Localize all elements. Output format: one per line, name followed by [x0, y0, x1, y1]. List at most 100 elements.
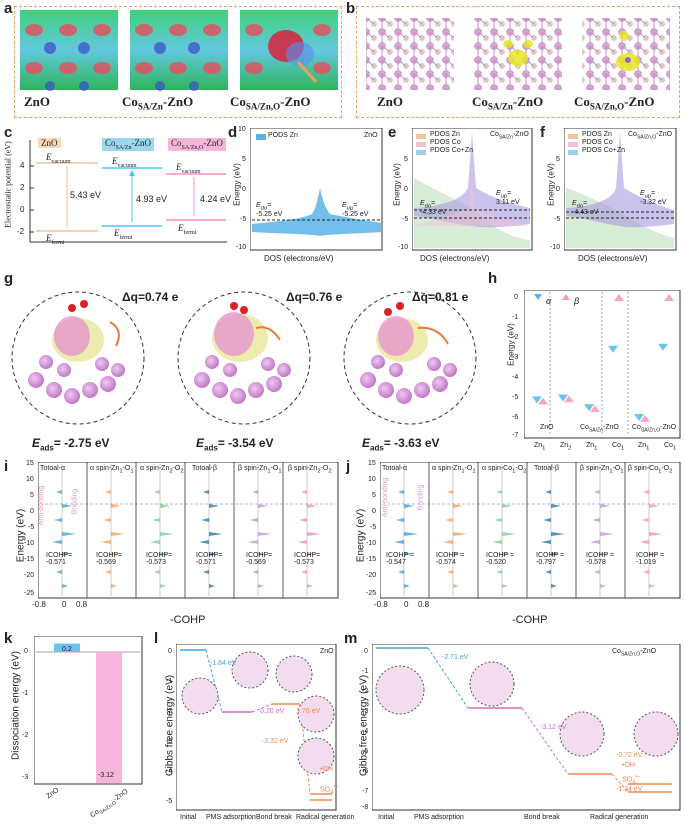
- cohp-peak-2-5: [101, 540, 111, 544]
- panel-k-ytick-2: -1: [22, 690, 29, 697]
- cohp-peak-1-1: [398, 490, 404, 494]
- panel-m-structure-3: [559, 711, 605, 757]
- panel-k-ytick-1: 0: [24, 648, 28, 655]
- panel-f-xlabel: DOS (electrons/eV): [578, 254, 648, 263]
- cohp-peak-6-3: [299, 518, 307, 522]
- cohp-peak-4-6: [209, 552, 217, 556]
- panel-j-ytick-3: 5: [372, 492, 376, 499]
- panel-l-structure-1: [181, 677, 219, 715]
- cohp-peak-6-5: [639, 540, 649, 544]
- panel-j-xtick-1: -0.8: [374, 600, 388, 609]
- panel-c-ytick-3: 0: [20, 205, 25, 214]
- cohp-peak-1-2: [62, 504, 72, 508]
- panel-h-ytick-5: -4: [512, 374, 519, 381]
- panel-i-col-2: α spin-Zn1-O1: [90, 465, 134, 475]
- panel-e-ep: Eup= 3.11 eV: [496, 190, 520, 207]
- panel-l-ytick-4: -3: [166, 738, 173, 745]
- panel-l-ann-3: 1.76 eV: [296, 708, 321, 715]
- energy-level-co-sa-zno: [166, 173, 226, 221]
- panel-d-ytick-2: 5: [242, 156, 246, 163]
- panel-e-title: CoSA/Zn-ZnO: [490, 131, 529, 141]
- panel-i-xtick-1: -0.8: [32, 600, 46, 609]
- panel-i-ytick-6: -10: [24, 540, 35, 547]
- cohp-peak-1-4: [404, 532, 418, 536]
- transition-1: [205, 649, 223, 713]
- panel-c-ylabel: Electrostatic potential (eV): [3, 141, 13, 228]
- panel-e-legend-3: PDOS Co+Zn: [430, 147, 473, 154]
- panel-j-ytick-7: -15: [366, 556, 377, 563]
- panel-a-caption-3: CoSA/Zn,O-ZnO: [230, 94, 311, 112]
- cohp-peak-4-5: [541, 540, 551, 544]
- panel-b-label: b: [346, 0, 356, 17]
- panel-j-icohp-5: ICOHP = -0.578: [586, 552, 615, 566]
- panel-c-ytick-2: 2: [20, 183, 25, 192]
- panel-m-label: m: [344, 630, 358, 647]
- cohp-peak-1-5: [52, 540, 62, 544]
- panel-k-ytick-4: -3: [22, 774, 29, 781]
- panel-i-icohp-5: ICOHP= -0.569: [246, 552, 273, 566]
- marker-α-3: [584, 404, 594, 412]
- panel-f-plot: [564, 128, 677, 251]
- panel-m-ann-2: -3.12 eV: [540, 724, 567, 731]
- cohp-peak-6-6: [649, 552, 657, 556]
- cohp-peak-4-2: [209, 504, 219, 508]
- panel-b-images: [366, 18, 670, 90]
- panel-l-ann-4: -2.32 eV: [262, 738, 289, 745]
- cohp-peak-1-8: [62, 584, 68, 588]
- energy-level-zno: [36, 162, 98, 232]
- cohp-peak-3-6: [160, 552, 168, 556]
- cohp-peak-2-6: [111, 552, 119, 556]
- panel-j-xlabel: -COHP: [512, 614, 548, 626]
- panel-f-ep: Eup= -3.32 eV: [640, 190, 667, 207]
- panel-m-structure-4: [633, 711, 679, 757]
- panel-m-structure-1: [375, 665, 425, 715]
- lattice-zno: [366, 18, 454, 90]
- cohp-peak-5-5: [248, 540, 258, 544]
- cohp-peak-2-7: [105, 570, 111, 574]
- cohp-peak-1-6: [404, 552, 412, 556]
- panel-e-legend-1: PDOS Zn: [430, 131, 460, 138]
- cohp-peak-5-5: [590, 540, 600, 544]
- panel-f-legend-2: PDOS Co: [582, 139, 613, 146]
- cohp-peak-2-4: [111, 532, 125, 536]
- transition-3: [611, 773, 629, 793]
- panel-l-ytick-3: -2: [166, 708, 173, 715]
- bar-2: [96, 652, 122, 784]
- cohp-peak-6-1: [643, 490, 649, 494]
- panel-l-xtick-2: PMS adsorption: [206, 814, 256, 821]
- cohp-peak-3-3: [152, 518, 160, 522]
- panel-l-structure-2: [231, 651, 269, 689]
- panel-m-ytick-5: -4: [362, 728, 369, 735]
- panel-i-ytick-4: 0: [30, 508, 34, 515]
- panel-j-ytick-1: 15: [368, 460, 376, 467]
- panel-m-ytick-6: -5: [362, 748, 369, 755]
- cohp-peak-4-2: [551, 504, 561, 508]
- cohp-peak-5-2: [258, 504, 268, 508]
- panel-l-ann-2: 0.20 eV: [260, 708, 285, 715]
- cohp-peak-6-7: [301, 570, 307, 574]
- panel-l-ytick-6: -5: [166, 798, 173, 805]
- panel-j-xtick-3: 0.8: [418, 600, 430, 609]
- panel-h-xtick-6: Co1: [664, 442, 677, 452]
- cohp-peak-2-8: [453, 584, 459, 588]
- cohp-peak-5-1: [252, 490, 258, 494]
- panel-c-fermi-3: Efermi: [178, 223, 197, 236]
- cohp-peak-1-7: [56, 570, 62, 574]
- slab-image-zno: [20, 10, 118, 91]
- panel-f-ytick-1: 5: [556, 156, 560, 163]
- cohp-peak-2-1: [447, 490, 453, 494]
- panel-l-ytick-2: -1: [166, 678, 173, 685]
- panel-l-title: ZnO: [320, 648, 334, 655]
- cohp-peak-3-6: [502, 552, 510, 556]
- panel-c-gap-2: 4.93 eV: [136, 194, 168, 204]
- adsorption-structure-3: [343, 291, 477, 425]
- panel-h-ytick-6: -5: [512, 394, 519, 401]
- cohp-peak-5-8: [600, 584, 606, 588]
- panel-f-ytick-2: 0: [556, 186, 560, 193]
- panel-h-xtick-4: Co1: [612, 442, 625, 452]
- cohp-peak-4-6: [551, 552, 559, 556]
- panel-d-ed: Edo= -5.25 eV: [256, 202, 283, 219]
- panel-l-structure-5: [297, 737, 335, 775]
- cohp-peak-3-3: [494, 518, 502, 522]
- panel-e-xlabel: DOS (electrons/eV): [420, 254, 490, 263]
